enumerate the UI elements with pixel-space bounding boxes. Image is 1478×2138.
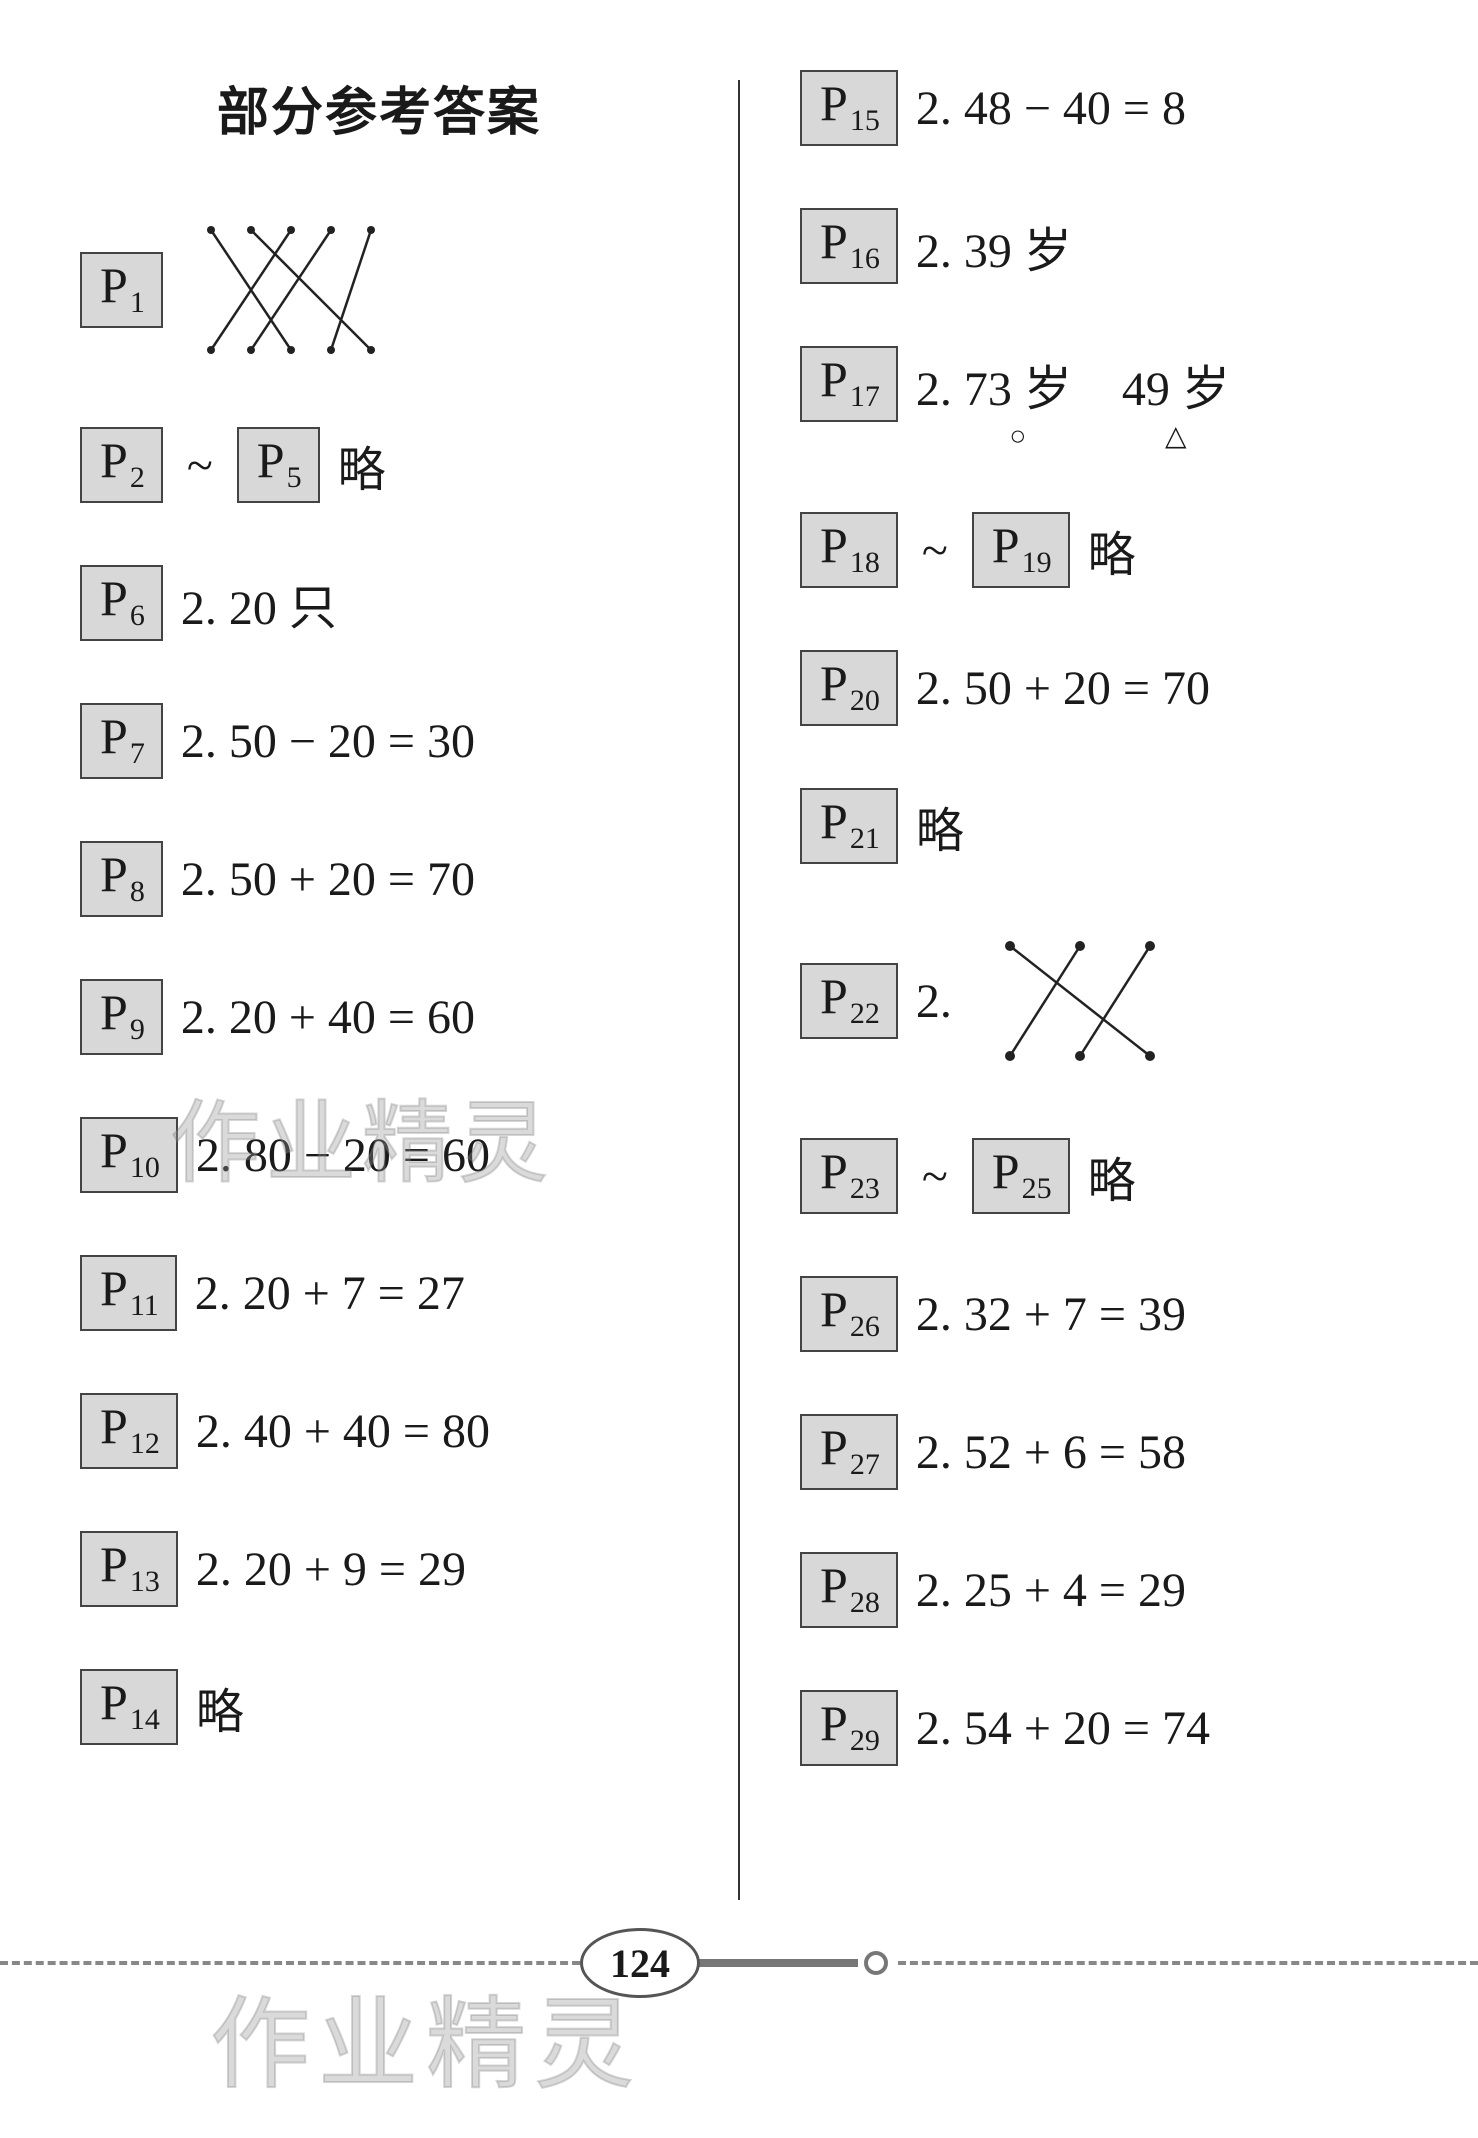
page-ref-box: P23 (800, 1138, 898, 1214)
answer-row: P9 2. 20 + 40 = 60 (80, 979, 678, 1055)
answer-row: P7 2. 50 − 20 = 30 (80, 703, 678, 779)
page-ref-box: P17 (800, 346, 898, 422)
annotated-value: 49 岁△ (1122, 349, 1230, 419)
answer-text: 2. 25 + 4 = 29 (916, 1563, 1186, 1618)
annotation-symbol: △ (1165, 419, 1187, 453)
answer-row: P18 ~ P19 略 (800, 512, 1398, 588)
answer-text: 2. 20 + 9 = 29 (196, 1542, 466, 1597)
page-ref-box: P6 (80, 565, 163, 641)
answer-text: 2. (916, 974, 952, 1029)
right-column: P15 2. 48 − 40 = 8 P16 2. 39 岁 P17 2. 73 岁○ 49… (780, 60, 1398, 1920)
answer-row: P27 2. 52 + 6 = 58 (800, 1414, 1398, 1490)
range-tilde: ~ (916, 1149, 954, 1204)
answer-row: P12 2. 40 + 40 = 80 (80, 1393, 678, 1469)
answer-text: 2. 52 + 6 = 58 (916, 1425, 1186, 1480)
page-ref-box: P28 (800, 1552, 898, 1628)
page-ref-box: P5 (237, 427, 320, 503)
answer-text: 2. 39 岁 (916, 211, 1072, 281)
page-ref-box: P29 (800, 1690, 898, 1766)
page-ref-box: P1 (80, 252, 163, 328)
answer-row: P8 2. 50 + 20 = 70 (80, 841, 678, 917)
answer-text: 2. 80 − 20 = 60 (196, 1128, 490, 1183)
page-ref-box: P9 (80, 979, 163, 1055)
page-ref-box: P15 (800, 70, 898, 146)
answer-text: 2. 48 − 40 = 8 (916, 81, 1186, 136)
answer-text: 2. 32 + 7 = 39 (916, 1287, 1186, 1342)
answer-row: P14 略 (80, 1669, 678, 1745)
page-ref-box: P26 (800, 1276, 898, 1352)
page-ref-box: P13 (80, 1531, 178, 1607)
answer-text: 2. 50 + 20 = 70 (181, 852, 475, 907)
page-ref-box: P20 (800, 650, 898, 726)
answer-text: 2. 20 + 40 = 60 (181, 990, 475, 1045)
answer-text: 2. 50 − 20 = 30 (181, 714, 475, 769)
page-ref-box: P8 (80, 841, 163, 917)
answer-row: P1 (80, 215, 678, 365)
answer-row: P26 2. 32 + 7 = 39 (800, 1276, 1398, 1352)
matching-diagram (191, 215, 391, 365)
matching-diagram (980, 926, 1180, 1076)
answer-row: P11 2. 20 + 7 = 27 (80, 1255, 678, 1331)
answer-text: 略 (916, 791, 964, 861)
page-ref-box: P2 (80, 427, 163, 503)
answer-row: P6 2. 20 只 (80, 565, 678, 641)
answer-row: P23 ~ P25 略 (800, 1138, 1398, 1214)
page-ref-box: P12 (80, 1393, 178, 1469)
answer-text: 2. 20 只 (181, 568, 337, 638)
page-ref-box: P27 (800, 1414, 898, 1490)
answer-text: 2. 20 + 7 = 27 (195, 1266, 465, 1321)
page-ref-box: P25 (972, 1138, 1070, 1214)
answer-text: 2. 54 + 20 = 74 (916, 1701, 1210, 1756)
page-ref-box: P21 (800, 788, 898, 864)
page-title: 部分参考答案 (80, 70, 678, 145)
answer-row: P22 2. (800, 926, 1398, 1076)
answer-row: P29 2. 54 + 20 = 74 (800, 1690, 1398, 1766)
answer-row: P2 ~ P5 略 (80, 427, 678, 503)
answer-row: P21 略 (800, 788, 1398, 864)
range-tilde: ~ (181, 438, 219, 493)
answer-text: 2. 73 岁○49 岁△ (916, 349, 1230, 419)
answer-text: 略 (338, 430, 386, 500)
answer-text: 略 (196, 1672, 244, 1742)
left-column: 部分参考答案 P1 P2 ~ P5 略 P6 2. 20 只 P7 2. 50 − 20 = 3… (80, 60, 698, 1920)
page-ref-box: P11 (80, 1255, 177, 1331)
page-footer: 124 (0, 1928, 1478, 1998)
column-divider (738, 80, 740, 1900)
page-number-badge: 124 (580, 1928, 700, 1998)
answer-row: P10 2. 80 − 20 = 60 (80, 1117, 678, 1193)
answer-text: 略 (1088, 1141, 1136, 1211)
answer-row: P16 2. 39 岁 (800, 208, 1398, 284)
answer-text: 2. 50 + 20 = 70 (916, 661, 1210, 716)
answer-row: P28 2. 25 + 4 = 29 (800, 1552, 1398, 1628)
range-tilde: ~ (916, 523, 954, 578)
page-ref-box: P22 (800, 963, 898, 1039)
answer-row: P13 2. 20 + 9 = 29 (80, 1531, 678, 1607)
answer-text: 略 (1088, 515, 1136, 585)
page-ref-box: P7 (80, 703, 163, 779)
answer-row: P15 2. 48 − 40 = 8 (800, 70, 1398, 146)
page-ref-box: P19 (972, 512, 1070, 588)
page-ref-box: P16 (800, 208, 898, 284)
key-decoration (698, 1949, 898, 1977)
answer-row: P172. 73 岁○49 岁△ (800, 346, 1398, 422)
annotated-value: 73 岁○ (964, 349, 1072, 419)
answer-text: 2. 40 + 40 = 80 (196, 1404, 490, 1459)
dash-right (898, 1961, 1478, 1965)
answer-row: P20 2. 50 + 20 = 70 (800, 650, 1398, 726)
page: 部分参考答案 P1 P2 ~ P5 略 P6 2. 20 只 P7 2. 50 − 20 = 3… (0, 0, 1478, 1920)
page-ref-box: P14 (80, 1669, 178, 1745)
page-ref-box: P18 (800, 512, 898, 588)
page-ref-box: P10 (80, 1117, 178, 1193)
annotation-symbol: ○ (1009, 421, 1026, 453)
dash-left (0, 1961, 580, 1965)
